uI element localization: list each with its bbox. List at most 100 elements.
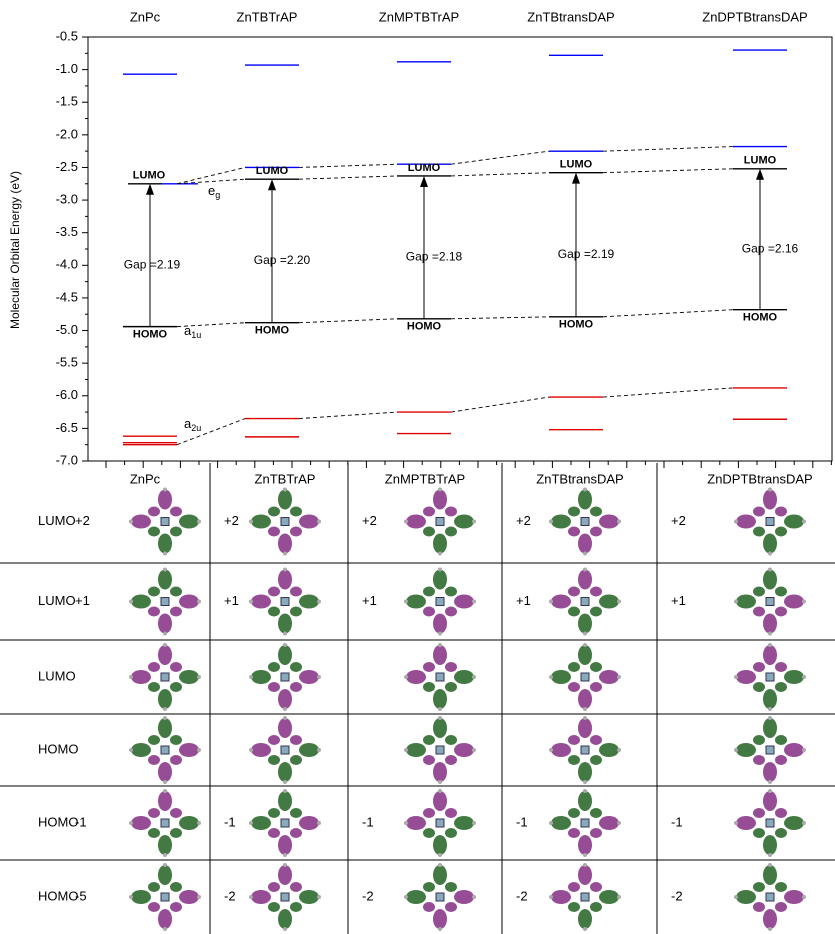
orbital-image: [249, 716, 321, 784]
orbital-lobe: [784, 670, 804, 684]
atom: [129, 519, 133, 524]
connector: [298, 411, 398, 420]
orbital-lobe: [148, 808, 160, 818]
atom: [549, 748, 553, 752]
orbital-lobe: [148, 735, 160, 745]
orbital-lobe: [551, 514, 571, 529]
orbital-lobe: [578, 791, 592, 811]
orbital-lobe: [784, 514, 804, 529]
y-tick-label: -3.5: [56, 224, 78, 239]
orbital-lobe: [784, 890, 804, 904]
orbital-lobe: [278, 791, 292, 811]
orbital-lobe: [278, 865, 292, 885]
row-offset: +2: [671, 513, 686, 528]
atom: [438, 551, 442, 556]
orbital-image: [129, 643, 201, 711]
category-label: ZnMPTBTrAP: [379, 9, 459, 24]
orbital-lobe: [251, 594, 271, 609]
connector: [602, 309, 734, 318]
orbital-lobe: [578, 533, 592, 554]
atom: [438, 780, 442, 784]
orbital-lobe: [454, 890, 474, 904]
orbital-lobe: [148, 828, 160, 838]
atom: [249, 748, 253, 752]
orbital-image: [249, 487, 321, 556]
atom: [317, 675, 321, 679]
atom: [283, 863, 287, 867]
orbital-lobe: [433, 645, 447, 665]
orbital-lobe: [278, 645, 292, 665]
atom: [583, 863, 587, 867]
molecule-frame: [160, 818, 170, 828]
atom: [317, 519, 321, 524]
atom: [163, 780, 167, 784]
orbital-lobe: [568, 606, 580, 617]
orbital-lobe: [590, 682, 602, 692]
orbital-lobe: [406, 890, 426, 904]
atom: [317, 599, 321, 604]
orbital-image: [734, 567, 806, 636]
orbital-lobe: [433, 569, 447, 590]
orbital-lobe: [290, 735, 302, 745]
orbital-lobe: [131, 670, 151, 684]
orbital-image: [549, 789, 621, 857]
category-label: ZnPc: [130, 9, 161, 24]
orbital-lobe: [148, 755, 160, 765]
atom: [197, 519, 201, 524]
atom: [197, 748, 201, 752]
atom: [283, 487, 287, 492]
orbital-lobe: [268, 755, 280, 765]
atom: [404, 675, 408, 679]
orbital-lobe: [551, 816, 571, 830]
atom: [549, 675, 553, 679]
orbital-lobe: [445, 755, 457, 765]
atom: [768, 780, 772, 784]
orbital-lobe: [290, 682, 302, 692]
orbital-lobe: [445, 808, 457, 818]
orbital-lobe: [423, 506, 435, 517]
row-offset: +2: [75, 513, 90, 528]
atom: [768, 631, 772, 636]
orbital-lobe: [578, 865, 592, 885]
orbital-image: [404, 487, 476, 556]
atom: [617, 675, 621, 679]
orbital-image: [129, 789, 201, 857]
atom: [438, 707, 442, 711]
atom: [768, 863, 772, 867]
orbital-lobe: [445, 902, 457, 912]
annotation: eg: [208, 183, 220, 200]
orbital-lobe: [423, 808, 435, 818]
homo-label: HOMO: [255, 325, 290, 337]
orbital-lobe: [433, 909, 447, 929]
orbital-lobe: [784, 816, 804, 830]
atom: [472, 675, 476, 679]
orbital-lobe: [736, 816, 756, 830]
y-tick-label: -2.5: [56, 159, 78, 174]
orbital-image: [734, 643, 806, 711]
atom: [283, 551, 287, 556]
orbital-lobe: [131, 514, 151, 529]
orbital-lobe: [158, 718, 172, 738]
row-label: HOMO: [38, 741, 78, 756]
row-offset: -2: [362, 888, 374, 903]
atom: [768, 927, 772, 931]
orbital-lobe: [179, 514, 199, 529]
orbital-lobe: [290, 755, 302, 765]
atom: [404, 519, 408, 524]
atom: [317, 748, 321, 752]
molecule-frame: [280, 818, 290, 828]
connector: [450, 316, 550, 320]
orbital-image: [404, 643, 476, 711]
atom: [472, 599, 476, 604]
orbital-lobe: [445, 606, 457, 617]
connector: [602, 387, 734, 398]
orbital-lobe: [433, 489, 447, 510]
orbital-lobe: [423, 902, 435, 912]
atom: [768, 707, 772, 711]
orbital-lobe: [290, 586, 302, 597]
connector: [450, 150, 550, 165]
atom: [438, 863, 442, 867]
y-axis-label: Molecular Orbital Energy (eV): [8, 171, 22, 329]
orbital-lobe: [775, 526, 787, 537]
atom: [249, 675, 253, 679]
